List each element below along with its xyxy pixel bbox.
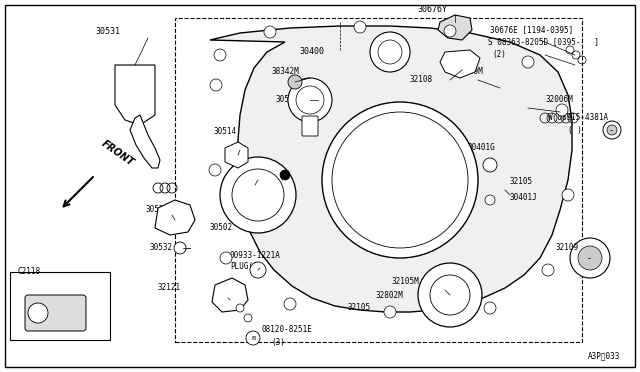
Text: 30507: 30507	[275, 96, 298, 105]
Circle shape	[542, 264, 554, 276]
Text: 32121: 32121	[158, 283, 181, 292]
Text: 32108: 32108	[410, 76, 433, 84]
Circle shape	[607, 125, 617, 135]
Circle shape	[288, 75, 302, 89]
Circle shape	[28, 303, 48, 323]
Circle shape	[370, 32, 410, 72]
Circle shape	[322, 102, 478, 258]
Text: S 08363-8205D [0395-   ]: S 08363-8205D [0395- ]	[488, 38, 599, 46]
Circle shape	[418, 263, 482, 327]
Text: 32139M: 32139M	[455, 67, 483, 77]
Text: A3P‸033: A3P‸033	[588, 351, 620, 360]
Text: 30514: 30514	[214, 128, 237, 137]
Circle shape	[578, 246, 602, 270]
Text: 30531N: 30531N	[145, 205, 173, 215]
Bar	[10, 272, 110, 340]
Polygon shape	[225, 142, 248, 168]
Circle shape	[264, 26, 276, 38]
Text: FRONT: FRONT	[100, 138, 136, 168]
Text: 30502: 30502	[210, 224, 233, 232]
Text: 32802M: 32802M	[375, 291, 403, 299]
Circle shape	[250, 262, 266, 278]
Polygon shape	[155, 200, 195, 235]
Circle shape	[562, 189, 574, 201]
FancyBboxPatch shape	[25, 295, 86, 331]
FancyBboxPatch shape	[302, 116, 318, 136]
Text: 30400: 30400	[300, 48, 324, 57]
Text: 30401J: 30401J	[510, 193, 538, 202]
Circle shape	[288, 78, 332, 122]
Text: 30533: 30533	[230, 173, 253, 183]
Text: 32105M: 32105M	[392, 278, 420, 286]
Text: 30676Y: 30676Y	[417, 6, 447, 15]
Circle shape	[354, 21, 366, 33]
Text: W 08915-4381A: W 08915-4381A	[548, 113, 608, 122]
Text: (3): (3)	[271, 337, 285, 346]
Circle shape	[483, 158, 497, 172]
Text: 30401G: 30401G	[468, 144, 496, 153]
Polygon shape	[212, 278, 248, 312]
Text: 30532: 30532	[150, 244, 173, 253]
Text: 08120-8251E: 08120-8251E	[262, 326, 313, 334]
Polygon shape	[130, 115, 160, 168]
Polygon shape	[440, 50, 480, 78]
Circle shape	[522, 56, 534, 68]
Text: PLUG(1): PLUG(1)	[230, 262, 262, 270]
Bar	[175, 18, 582, 342]
Circle shape	[174, 242, 186, 254]
Text: 32105: 32105	[510, 177, 533, 186]
Circle shape	[209, 164, 221, 176]
Text: 32105: 32105	[348, 304, 371, 312]
Circle shape	[220, 157, 296, 233]
Circle shape	[485, 195, 495, 205]
Text: 32006M: 32006M	[546, 96, 573, 105]
Text: C2118: C2118	[18, 267, 41, 276]
Circle shape	[214, 49, 226, 61]
Text: 30531: 30531	[95, 28, 120, 36]
Circle shape	[570, 238, 610, 278]
Circle shape	[384, 306, 396, 318]
Circle shape	[444, 25, 456, 37]
Polygon shape	[210, 26, 572, 312]
Text: (2): (2)	[492, 49, 506, 58]
Circle shape	[603, 121, 621, 139]
Polygon shape	[438, 15, 472, 40]
Text: ( ): ( )	[568, 125, 582, 135]
Circle shape	[246, 331, 260, 345]
Circle shape	[556, 104, 568, 116]
Circle shape	[220, 252, 232, 264]
Circle shape	[210, 79, 222, 91]
Text: 00933-1221A: 00933-1221A	[230, 250, 281, 260]
Circle shape	[280, 170, 290, 180]
Text: 32109: 32109	[556, 244, 579, 253]
Polygon shape	[115, 65, 155, 125]
Circle shape	[244, 314, 252, 322]
Circle shape	[236, 304, 244, 312]
Text: 30676E [1194-0395]: 30676E [1194-0395]	[490, 26, 573, 35]
Circle shape	[284, 298, 296, 310]
Text: 30521: 30521	[266, 170, 289, 180]
Text: B: B	[251, 336, 255, 340]
Circle shape	[484, 302, 496, 314]
Text: 38342M: 38342M	[272, 67, 300, 77]
